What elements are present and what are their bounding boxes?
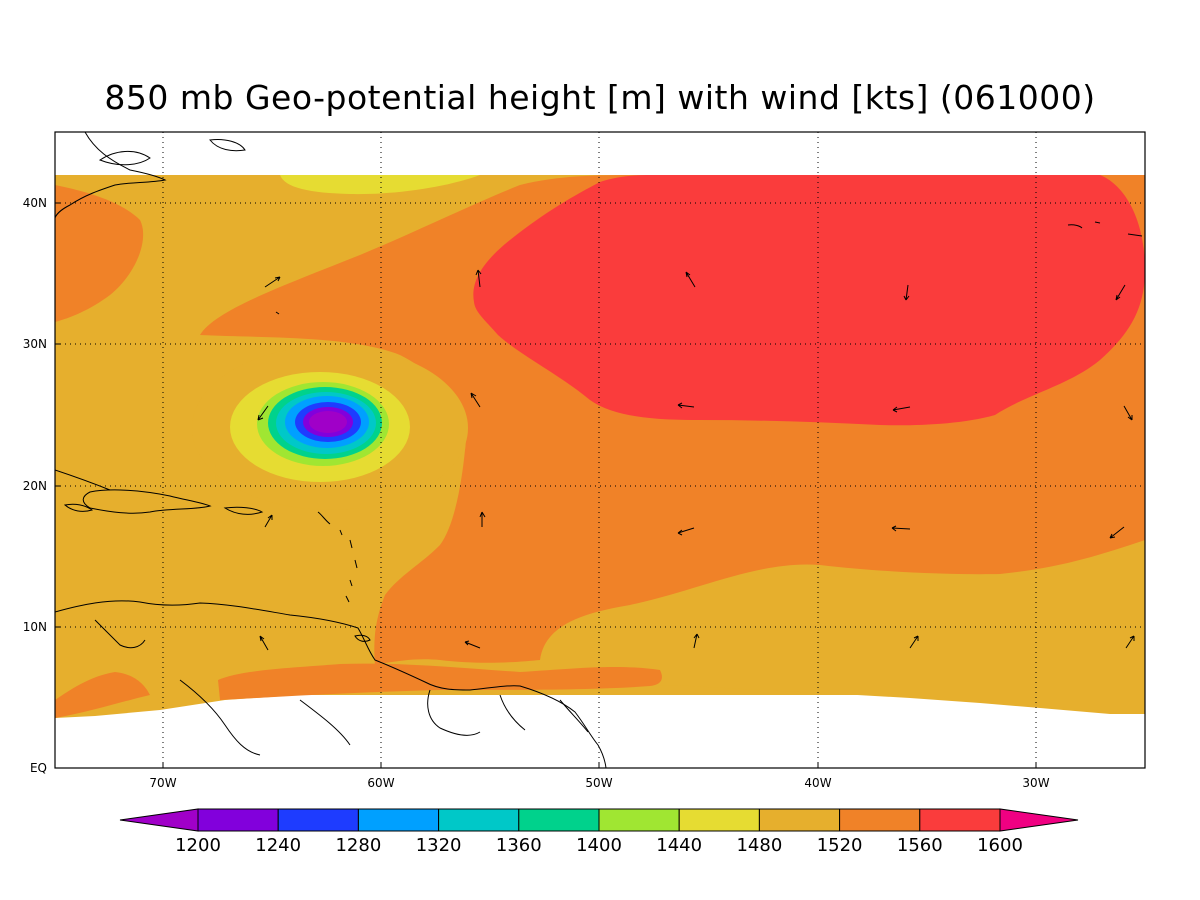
colorbar-box <box>598 808 680 832</box>
wind-arrow <box>685 271 696 288</box>
cyclone-low <box>192 346 468 510</box>
coast-hispaniola <box>82 489 212 514</box>
field-1560-south-strip <box>218 663 662 700</box>
colorbar-overflow-triangle <box>999 808 1079 832</box>
field-1560-southwest-tip <box>55 672 150 718</box>
coast-puerto-rico <box>223 506 264 515</box>
wind-arrow <box>264 276 281 288</box>
wind-arrow <box>259 635 269 651</box>
coast-lesser-antilles <box>317 511 358 603</box>
wind-arrow <box>464 640 481 649</box>
colorbar-box <box>357 808 440 832</box>
coast-cuba <box>55 469 111 491</box>
contour-fields <box>55 132 1145 768</box>
colorbar-box <box>758 808 841 832</box>
field-1480-north-cap <box>280 175 480 195</box>
colorbar-label: 1400 <box>576 835 622 856</box>
lon-label-70w: 70W <box>149 776 176 790</box>
colorbar-box <box>438 808 520 832</box>
colorbar-label: 1520 <box>817 835 863 856</box>
wind-arrow <box>1115 284 1126 301</box>
colorbar-label: 1320 <box>416 835 462 856</box>
field-1600-high <box>473 175 1145 426</box>
field-1560-northwest <box>55 185 144 322</box>
colorbar-underflow-triangle <box>119 808 199 832</box>
colorbar-label: 1240 <box>255 835 301 856</box>
colorbar: 1200 1240 1280 1320 1360 1400 1440 1480 1520 1560… <box>119 808 1079 856</box>
wind-arrow <box>677 402 695 409</box>
coast-venezuela-interior <box>94 619 351 756</box>
colorbar-label: 1200 <box>175 835 221 856</box>
coast-jamaica <box>63 503 94 512</box>
wind-arrow <box>479 511 486 527</box>
contour-1200-center <box>309 411 347 433</box>
coast-newfoundland <box>209 139 246 152</box>
colorbar-box <box>518 808 600 832</box>
wind-arrow <box>1123 405 1133 421</box>
plot-frame <box>54 131 1146 769</box>
wind-arrow <box>892 406 911 413</box>
wind-vectors <box>257 269 1135 651</box>
coast-trinidad <box>354 634 371 642</box>
map-title: 850 mb Geo-potential height [m] with win… <box>104 78 1096 117</box>
lon-label-30w: 30W <box>1022 776 1049 790</box>
lon-label-40w: 40W <box>804 776 831 790</box>
colorbar-label: 1440 <box>656 835 702 856</box>
colorbar-label: 1360 <box>496 835 542 856</box>
colorbar-label: 1280 <box>335 835 381 856</box>
wind-arrow <box>891 525 911 532</box>
coast-bermuda <box>275 311 280 315</box>
lat-label-eq: EQ <box>30 761 47 775</box>
wind-arrow <box>470 392 481 408</box>
colorbar-box <box>839 808 921 832</box>
coast-azores <box>1067 221 1143 237</box>
lon-label-50w: 50W <box>585 776 612 790</box>
coastlines <box>55 132 1143 768</box>
longitude-labels: 70W 60W 50W 40W 30W <box>149 776 1049 790</box>
wind-arrow <box>903 284 910 301</box>
lon-label-60w: 60W <box>367 776 394 790</box>
graticule <box>55 132 1145 768</box>
colorbar-label: 1600 <box>977 835 1023 856</box>
colorbar-box <box>277 808 359 832</box>
wind-arrow <box>693 633 700 649</box>
axis-ticks <box>55 202 1037 768</box>
colorbar-box <box>678 808 760 832</box>
colorbar-label: 1480 <box>736 835 782 856</box>
coast-venezuela <box>55 600 607 768</box>
lat-label-10n: 10N <box>23 620 47 634</box>
wind-arrow <box>909 635 919 649</box>
wind-arrow <box>264 514 273 528</box>
wind-arrow <box>1109 526 1125 539</box>
lat-label-30n: 30N <box>23 337 47 351</box>
lat-label-20n: 20N <box>23 479 47 493</box>
coast-guianas <box>427 689 589 736</box>
wind-arrow <box>1125 635 1135 649</box>
coast-nova-scotia <box>98 151 151 166</box>
latitude-labels: 40N 30N 20N 10N EQ <box>23 196 47 775</box>
colorbar-box <box>197 808 279 832</box>
wind-arrow <box>677 527 695 536</box>
colorbar-box <box>919 808 1001 832</box>
colorbar-label: 1560 <box>897 835 943 856</box>
wind-arrow <box>257 405 269 421</box>
lat-label-40n: 40N <box>23 196 47 210</box>
coast-north-america <box>55 132 167 219</box>
wind-arrow <box>475 269 482 288</box>
